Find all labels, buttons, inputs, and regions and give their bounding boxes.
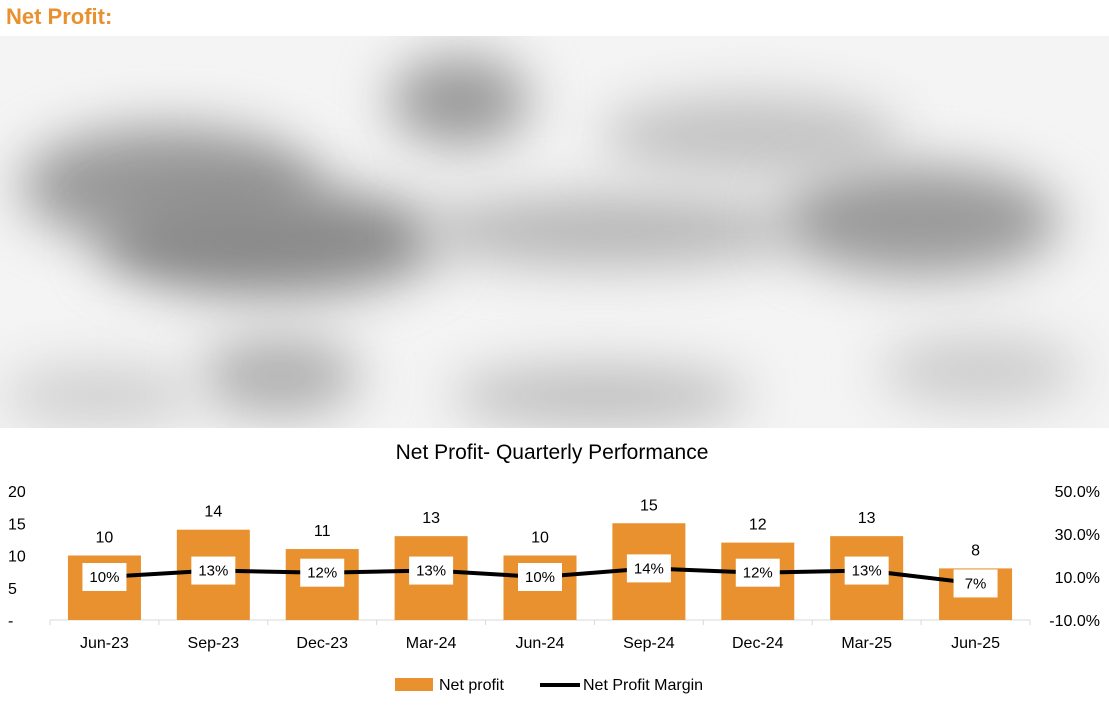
bar-value-labels: 10 14 11 13 10 15 12 13 8: [96, 497, 981, 559]
margin-label-box: [626, 554, 671, 583]
legend-label-margin: Net Profit Margin: [583, 677, 703, 694]
legend: Net profit Net Profit Margin: [395, 677, 703, 694]
margin-label: 13%: [198, 563, 228, 580]
right-axis: -10.0% 10.0% 30.0% 50.0%: [1049, 484, 1100, 630]
x-tick-label: Dec-24: [732, 635, 784, 652]
x-tick-label: Mar-24: [406, 635, 457, 652]
right-tick-label: 10.0%: [1055, 570, 1100, 587]
right-tick-label: -10.0%: [1049, 613, 1100, 630]
net-profit-chart: Net Profit- Quarterly Performance - 5 10 15…: [8, 441, 1100, 694]
x-tick-label: Jun-23: [80, 635, 129, 652]
margin-label: 13%: [416, 563, 446, 580]
left-tick-label: 20: [8, 484, 26, 501]
bar-value-label: 11: [314, 523, 331, 540]
x-axis-ticks: [49, 620, 1031, 625]
legend-label-net-profit: Net profit: [439, 677, 504, 694]
bar-value-label: 15: [640, 497, 658, 514]
bar-value-label: 12: [749, 517, 767, 534]
chart-title: Net Profit- Quarterly Performance: [396, 441, 709, 464]
margin-label: 10%: [89, 569, 119, 586]
x-tick-label: Jun-24: [516, 635, 565, 652]
margin-label-box: [300, 558, 345, 587]
margin-label: 7%: [965, 575, 987, 592]
left-tick-label: -: [8, 613, 13, 630]
margin-label: 10%: [525, 569, 555, 586]
x-tick-label: Dec-23: [296, 635, 348, 652]
left-tick-label: 5: [8, 581, 17, 598]
left-axis: - 5 10 15 20: [8, 484, 26, 630]
margin-label: 14%: [634, 560, 664, 577]
x-tick-label: Mar-25: [841, 635, 892, 652]
right-tick-label: 50.0%: [1055, 484, 1100, 501]
margin-label-box: [409, 556, 454, 585]
bar-value-label: 10: [531, 530, 549, 547]
section-heading: Net Profit:: [6, 4, 113, 29]
blurred-content-panel: [0, 36, 1109, 428]
legend-swatch-net-profit: [395, 678, 433, 691]
right-tick-label: 30.0%: [1055, 527, 1100, 544]
x-axis-labels: Jun-23 Sep-23 Dec-23 Mar-24 Jun-24 Sep-24 Dec-…: [80, 635, 1000, 652]
margin-label: 13%: [852, 563, 882, 580]
left-tick-label: 10: [8, 549, 26, 566]
margin-label-box: [735, 558, 780, 587]
margin-label-box: [191, 556, 236, 585]
margin-label: 12%: [743, 565, 773, 582]
margin-labels: 10% 13% 12% 13% 10% 14% 12% 13% 7%: [82, 554, 998, 598]
bar-value-label: 8: [971, 542, 980, 559]
x-tick-label: Sep-24: [623, 635, 675, 652]
margin-label-box: [518, 563, 562, 591]
bar-value-label: 14: [204, 504, 222, 521]
x-tick-label: Sep-23: [188, 635, 240, 652]
x-tick-label: Jun-25: [951, 635, 1000, 652]
margin-label: 12%: [307, 565, 337, 582]
bar-value-label: 13: [858, 510, 876, 527]
bar-value-label: 10: [96, 530, 114, 547]
bar-value-label: 13: [422, 510, 440, 527]
margin-label-box: [844, 556, 889, 585]
margin-label-box: [82, 563, 127, 591]
margin-label-box: [953, 569, 998, 598]
left-tick-label: 15: [8, 516, 26, 533]
